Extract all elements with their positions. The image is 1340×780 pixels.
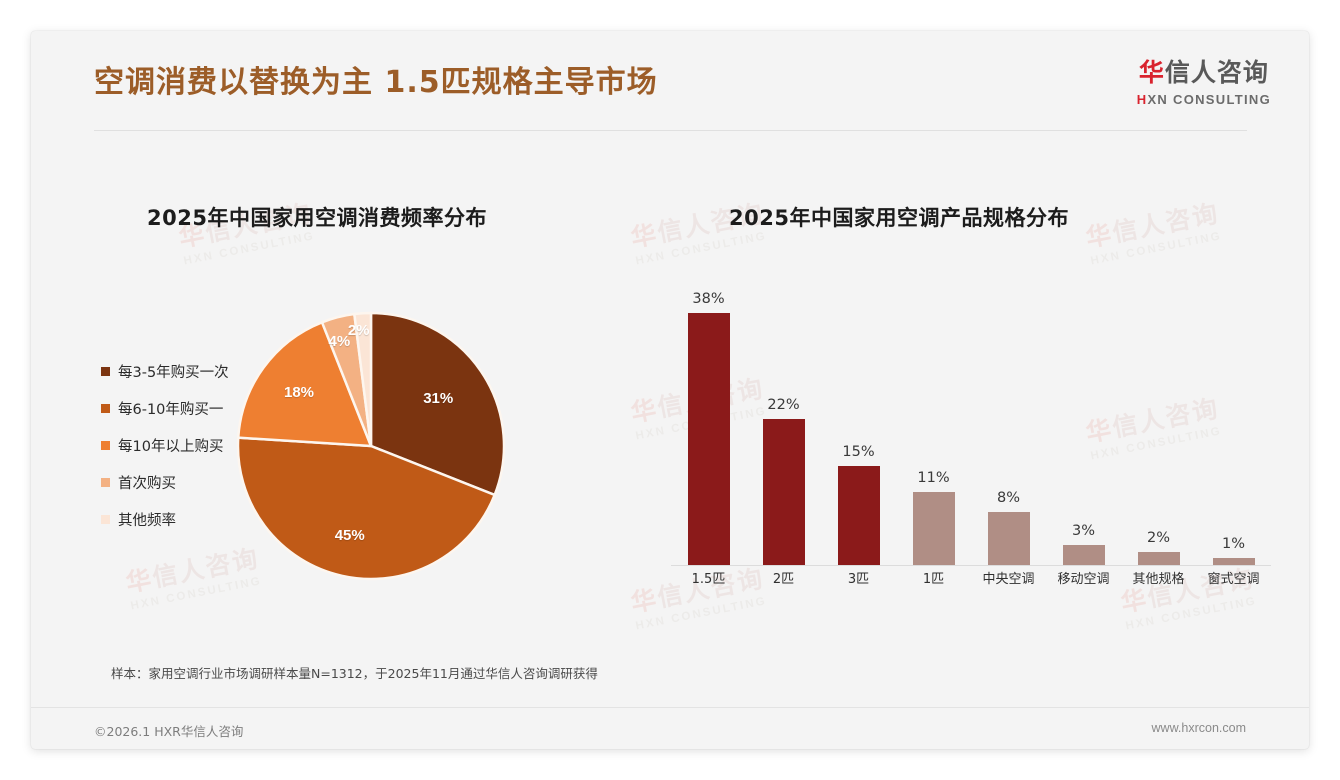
- bar-category-label: 移动空调: [1057, 572, 1110, 587]
- bar-item[interactable]: 22%: [746, 266, 821, 565]
- pie-slice: [236, 320, 373, 448]
- bar-rect[interactable]: [987, 511, 1030, 565]
- bar-plot-area: 38% 22% 15% 11% 8% 3% 2% 1%: [671, 266, 1271, 566]
- logo-h-glyph: H: [1136, 92, 1148, 107]
- bar-item[interactable]: 38%: [671, 266, 746, 565]
- bar-value-label: 22%: [767, 397, 800, 414]
- bar-value-label: 38%: [692, 291, 725, 307]
- logo-english-text: HXN CONSULTING: [1137, 92, 1271, 107]
- bar-category-label: 1.5匹: [691, 572, 726, 587]
- bar-item[interactable]: 1%: [1196, 266, 1271, 565]
- pie-slice-label: 4%: [328, 332, 351, 350]
- bar-rect[interactable]: [1137, 551, 1180, 565]
- bar-item[interactable]: 11%: [896, 266, 971, 565]
- bar-category-label: 其他规格: [1132, 572, 1185, 587]
- bar-category-label: 2匹: [772, 572, 795, 587]
- header-divider: [94, 130, 1247, 131]
- pie-legend-item[interactable]: 每3-5年购买一次: [101, 361, 251, 381]
- bar-value-label: 15%: [842, 443, 875, 460]
- footer-website: www.hxrcon.com: [1151, 721, 1246, 735]
- pie-legend-item[interactable]: 首次购买: [101, 472, 251, 492]
- bar-value-label: 1%: [1221, 536, 1245, 553]
- legend-label: 其他频率: [118, 513, 176, 529]
- bar-rect[interactable]: [687, 313, 730, 565]
- logo-hua-glyph: 华: [1138, 58, 1165, 87]
- bar-chart-title: 2025年中国家用空调产品规格分布: [729, 206, 1069, 230]
- footer-copyright: ©2026.1 HXR华信人咨询: [94, 724, 244, 739]
- company-logo: 华信人咨询 HXN CONSULTING: [1137, 53, 1271, 107]
- legend-label: 首次购买: [118, 476, 176, 492]
- pie-chart-title: 2025年中国家用空调消费频率分布: [147, 206, 487, 230]
- legend-label: 每3-5年购买一次: [118, 365, 229, 381]
- pie-chart-panel: 2025年中国家用空调消费频率分布 每3-5年购买一次 每6-10年购买一 每10年…: [91, 176, 651, 646]
- bar-value-label: 2%: [1146, 529, 1170, 546]
- pie-slice-label: 31%: [423, 389, 454, 407]
- logo-cn-rest: 信人咨询: [1164, 58, 1269, 87]
- bar-series: 38% 22% 15% 11% 8% 3% 2% 1%: [671, 266, 1271, 565]
- bar-item[interactable]: 15%: [821, 266, 896, 565]
- bar-category-label: 窗式空调: [1207, 572, 1260, 587]
- bar-value-label: 11%: [917, 470, 950, 487]
- slide-header: 空调消费以替换为主 1.5匹规格主导市场: [31, 31, 1309, 131]
- pie-slice-label: 2%: [347, 321, 370, 339]
- bar-value-label: 3%: [1071, 523, 1095, 540]
- legend-label: 每6-10年购买一: [118, 402, 224, 418]
- legend-color-swatch: [101, 367, 110, 376]
- bar-x-axis-labels: 1.5匹 2匹 3匹 1匹 中央空调 移动空调 其他规格 窗式空调: [671, 568, 1271, 587]
- legend-label: 每10年以上购买: [118, 439, 224, 455]
- bar-category-label: 1匹: [922, 572, 945, 587]
- pie-legend-item[interactable]: 其他频率: [101, 509, 251, 529]
- bar-rect[interactable]: [912, 492, 955, 565]
- bar-rect[interactable]: [837, 465, 880, 565]
- pie-svg: [236, 311, 506, 581]
- bar-rect[interactable]: [762, 419, 805, 565]
- pie-legend-item[interactable]: 每6-10年购买一: [101, 398, 251, 418]
- pie-slice-label: 18%: [283, 384, 315, 402]
- bar-rect[interactable]: [1062, 545, 1105, 565]
- bar-category-label: 中央空调: [982, 572, 1035, 587]
- bar-item[interactable]: 3%: [1046, 266, 1121, 565]
- bar-value-label: 8%: [996, 489, 1020, 506]
- pie-slice: [369, 311, 506, 497]
- pie-slice: [352, 311, 373, 447]
- page-title: 空调消费以替换为主 1.5匹规格主导市场: [94, 65, 658, 100]
- pie-slice: [236, 436, 497, 581]
- bar-rect[interactable]: [1212, 558, 1255, 565]
- pie-chart-graphic: 31% 45% 18% 4% 2%: [236, 311, 506, 581]
- legend-color-swatch: [101, 441, 110, 450]
- bar-item[interactable]: 2%: [1121, 266, 1196, 565]
- pie-legend: 每3-5年购买一次 每6-10年购买一 每10年以上购买 首次购买其他频率: [101, 361, 251, 546]
- logo-en-rest: XN CONSULTING: [1147, 92, 1271, 107]
- logo-chinese-text: 华信人咨询: [1137, 53, 1271, 89]
- x-axis-line: [671, 565, 1271, 566]
- legend-color-swatch: [101, 478, 110, 487]
- bar-item[interactable]: 8%: [971, 266, 1046, 565]
- pie-slice-label: 45%: [334, 526, 365, 544]
- bar-category-label: 3匹: [847, 572, 870, 587]
- legend-color-swatch: [101, 515, 110, 524]
- pie-legend-item[interactable]: 每10年以上购买: [101, 435, 251, 455]
- bar-chart-panel: 2025年中国家用空调产品规格分布 38% 22% 15% 11% 8% 3% 2% 1% 1…: [671, 176, 1271, 646]
- legend-color-swatch: [101, 404, 110, 413]
- slide-card: 华信人咨询 HXN CONSULTING 华信人咨询 HXN CONSULTING 华信…: [31, 31, 1309, 749]
- slide-footer: ©2026.1 HXR华信人咨询 www.hxrcon.com: [31, 707, 1309, 749]
- sample-note: 样本：家用空调行业市场调研样本量N=1312，于2025年11月通过华信人咨询调…: [111, 666, 598, 681]
